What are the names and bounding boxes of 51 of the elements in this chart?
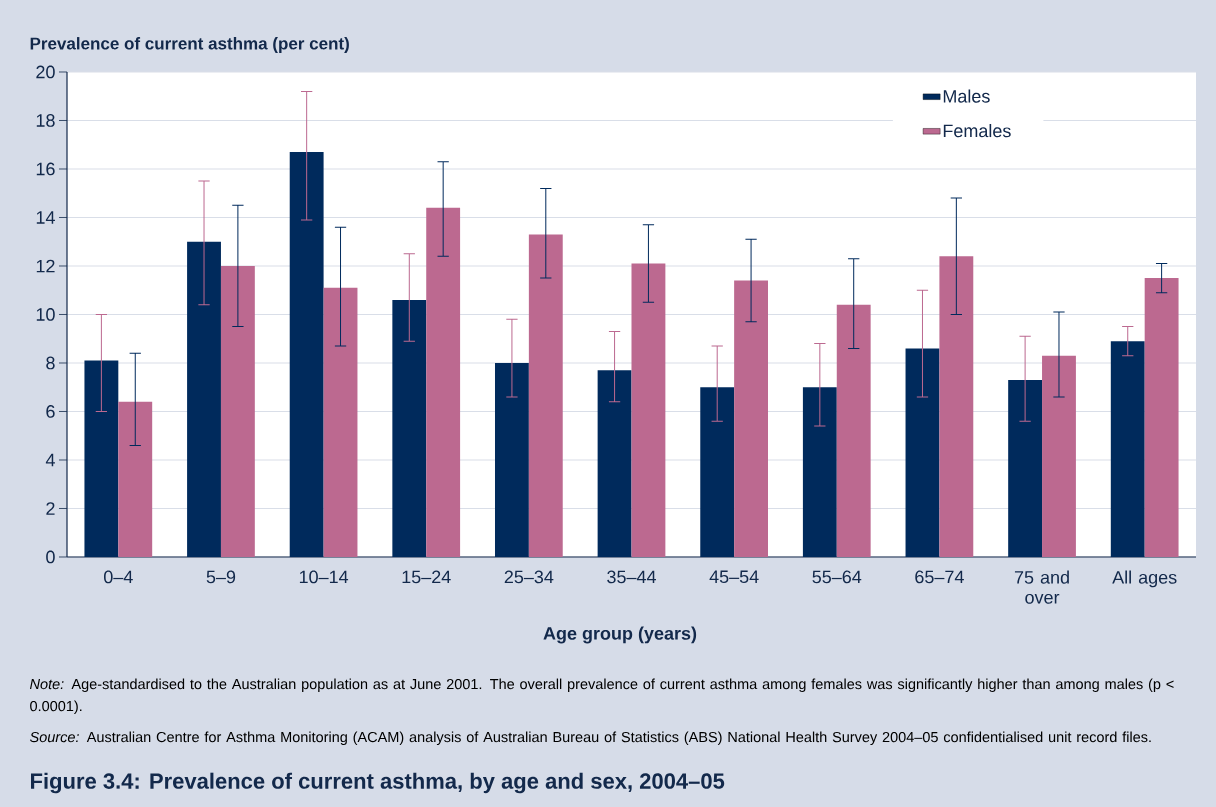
bar [802,387,837,557]
bar [631,263,666,557]
bar [528,234,563,557]
legend-label: Males [943,89,990,103]
bar [1110,341,1145,557]
bar [426,207,461,557]
y-tick-label: 12 [36,259,55,273]
y-tick-label: 18 [36,114,55,127]
y-tick-label: 14 [36,211,55,224]
y-tick-label: 16 [36,162,55,176]
bar [118,401,153,557]
y-tick-label: 8 [46,356,55,370]
y-tick-label: 10 [36,308,55,321]
bar [187,241,221,557]
bar [289,152,324,557]
bar [939,256,974,557]
y-tick-label: 20 [36,65,55,79]
bar [494,363,529,557]
y-axis-title: Prevalence of current asthma (per cent) [30,37,349,53]
y-tick-label: 2 [46,502,55,515]
legend-label: Females [943,124,1011,138]
bar [1008,379,1043,557]
bar [836,304,871,557]
bar [323,287,358,557]
y-tick-label: 6 [46,405,55,418]
x-tick-label: 75 and over [1014,570,1069,604]
bar [597,370,632,557]
x-tick-label: 15–24 [402,570,451,584]
bar [700,387,735,557]
bar [1042,355,1076,557]
x-tick-label: 65–74 [915,570,964,584]
x-tick-label: 5–9 [206,570,236,584]
text: Figure 3.4: Prevalence of current asthma, by age and sex, 2004–05 [31,772,725,794]
bar [84,360,119,557]
text: Source: Australian Centre for Asthma Monitoring (ACAM) analysis of Australian Bureau of Statistics (ABS) National Health Survey 2004–05 confidentialised unit record files. [29,731,1151,746]
y-tick-label: 4 [45,453,55,467]
y-tick-label: 0 [46,550,55,564]
text: Note: Age-standardised to the Australian population as at June 2001. The overall prevalence of current asthma among females was significantly higher than among males (p < 0.0001). [29,678,1174,715]
x-tick-label: 45–54 [709,570,759,584]
x-tick-label: 35–44 [607,570,656,584]
x-tick-label: 10–14 [299,570,349,584]
bar [734,280,768,557]
x-axis-title: Age group (years) [543,626,697,644]
bar [220,266,255,557]
bar [905,348,940,557]
x-tick-label: 25–34 [504,570,554,584]
bar [1144,278,1179,557]
x-tick-label: 0–4 [104,570,133,584]
x-tick-label: All ages [1112,570,1177,588]
bar [392,299,427,557]
x-tick-label: 55–64 [812,570,862,584]
